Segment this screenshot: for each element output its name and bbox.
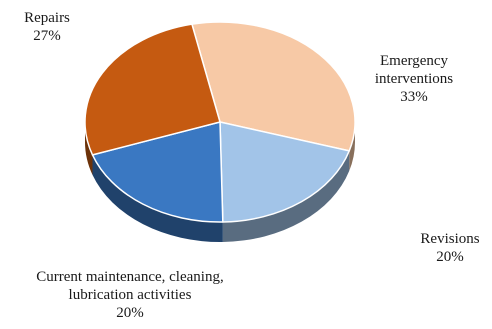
label-emergency-name-line1: Emergency [379, 53, 449, 69]
label-current-maintenance: Current maintenance, cleaning, lubricati… [6, 268, 254, 322]
label-emergency-name-line2: interventions [374, 71, 454, 87]
label-revisions: Revisions 20% [404, 230, 492, 266]
label-repairs-name: Repairs [24, 10, 70, 26]
pie-slice-revisions [219, 121, 350, 223]
label-revisions-name: Revisions [420, 231, 480, 247]
pie-slices [84, 21, 356, 223]
label-revisions-value: 20% [436, 249, 464, 265]
label-repairs: Repairs 27% [6, 9, 88, 45]
label-current-name-line1: Current maintenance, cleaning, [36, 269, 224, 285]
pie-side-repairs [85, 122, 93, 175]
pie-side-emergency-interventions [349, 122, 355, 171]
label-current-name-line2: lubrication activities [68, 287, 192, 303]
pie-slice-repairs [84, 23, 221, 156]
label-current-value: 20% [116, 305, 144, 321]
label-emergency-interventions: Emergency interventions 33% [350, 52, 478, 106]
label-emergency-value: 33% [400, 89, 428, 105]
label-repairs-value: 27% [33, 28, 61, 44]
pie-slice-emergency-interventions [191, 21, 356, 152]
